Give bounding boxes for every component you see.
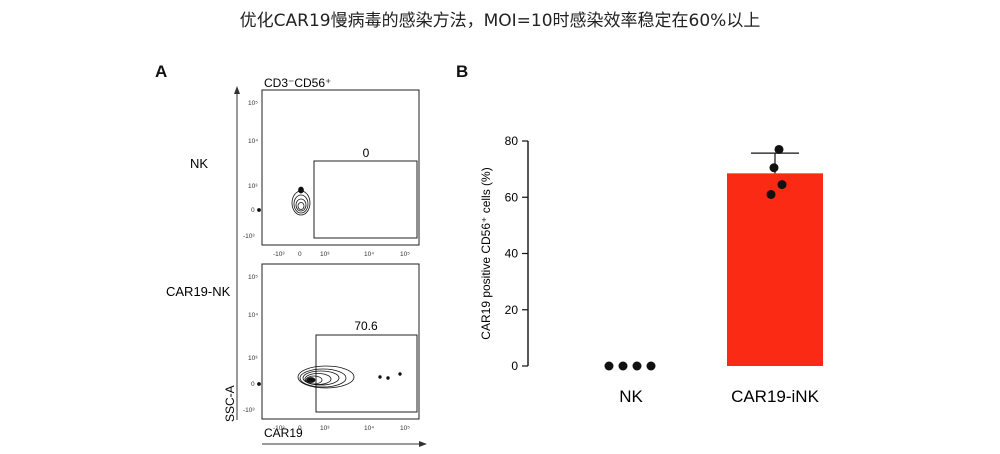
page-title: 优化CAR19慢病毒的感染方法，MOI=10时感染效率稳定在60%以上 [239,11,761,31]
row-label-car19-nk: CAR19-NK [166,284,231,299]
bars [727,152,823,366]
car19-arrow-head [419,441,427,447]
row-label-nk: NK [190,156,208,171]
category-labels: NK CAR19-iNK [619,387,819,406]
tick-label: -10³ [243,407,255,414]
tick-label: 0 [251,381,255,388]
car19-nk-x-ticks: -10³ 0 10³ 10⁴ 10⁵ [273,425,410,432]
tick-label: 10⁴ [364,425,374,432]
y-tick-label: 40 [505,247,519,261]
tick-label: 10⁵ [248,100,258,107]
tick-label: 10⁴ [364,251,374,258]
car19-nk-y-ticks: 10⁵ 10⁴ 10³ 0 -10³ [243,274,258,414]
category-label: NK [619,387,643,406]
y-tick-label: 0 [511,359,518,373]
bar-car19-ink [727,173,823,366]
nk-contour-population [257,186,311,216]
y-tick-label: 80 [505,134,519,148]
tick-label: 0 [251,207,255,214]
data-point [632,361,642,371]
y-axis-ticks: 0 20 40 60 80 [505,134,528,373]
panel-a-letter: A [155,62,168,81]
nk-x-ticks: -10³ 0 10³ 10⁴ 10⁵ [273,251,410,258]
tick-label: 10⁵ [248,274,258,281]
tick-label: 0 [298,425,302,432]
car19-nk-plot-frame [261,263,420,420]
data-point [646,361,656,371]
population-gate-label: CD3⁻CD56⁺ [264,76,331,90]
y-tick-label: 20 [505,303,519,317]
x-axis-label: CAR19 [264,426,303,440]
category-label: CAR19-iNK [731,387,820,406]
car19-nk-gate-value: 70.6 [354,319,378,333]
data-point [769,163,779,173]
tick-label: 10³ [320,425,330,432]
tick-label: -10³ [273,425,285,432]
tick-label: 10⁵ [400,425,410,432]
tick-label: 10⁴ [248,138,258,145]
tick-label: 10³ [248,355,258,362]
data-points [604,144,787,371]
y-tick-label: 60 [505,190,519,204]
data-point [604,361,614,371]
data-point [774,144,784,154]
tick-label: 0 [298,251,302,258]
y-axis-title: CAR19 positive CD56⁺ cells (%) [479,167,493,339]
nk-plot-frame [261,89,420,246]
tick-label: 10³ [320,251,330,258]
tick-label: -10³ [273,251,285,258]
tick-label: 10⁴ [248,312,258,319]
data-point [618,361,628,371]
ssc-arrow-head [234,86,240,94]
data-point [777,180,787,190]
nk-y-ticks: 10⁵ 10⁴ 10³ 0 -10³ [243,100,258,240]
nk-gate-value: 0 [363,146,370,160]
data-point [766,189,776,199]
panel-b-letter: B [456,62,469,81]
tick-label: -10³ [243,233,255,240]
y-axis-label: SSC-A [223,385,237,422]
nk-gate-box [313,160,418,239]
car19-nk-contour-population [257,365,402,389]
tick-label: 10⁵ [400,251,410,258]
tick-label: 10³ [248,183,258,190]
